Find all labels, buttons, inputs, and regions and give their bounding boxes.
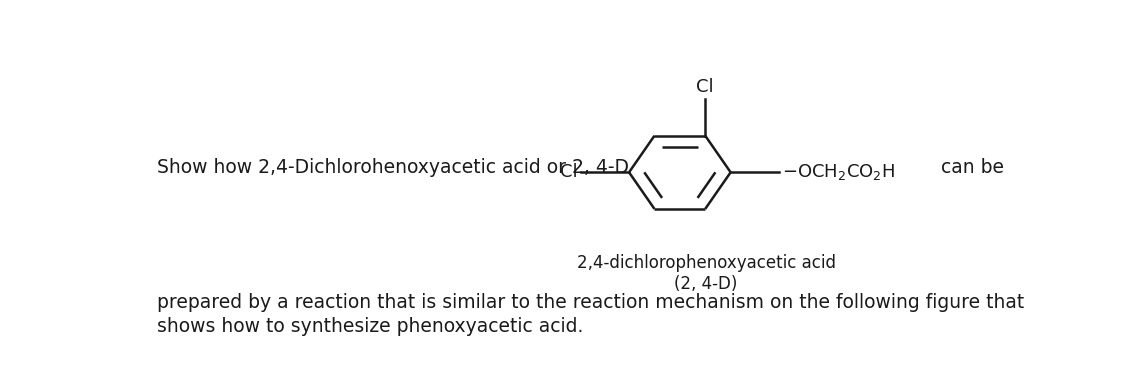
Text: (2, 4-D): (2, 4-D) — [675, 275, 738, 293]
Text: 2,4-dichlorophenoxyacetic acid: 2,4-dichlorophenoxyacetic acid — [576, 254, 835, 272]
Text: shows how to synthesize phenoxyacetic acid.: shows how to synthesize phenoxyacetic ac… — [157, 317, 583, 336]
Text: Cl: Cl — [696, 78, 714, 96]
Text: prepared by a reaction that is similar to the reaction mechanism on the followin: prepared by a reaction that is similar t… — [157, 292, 1024, 312]
Text: Cl: Cl — [559, 163, 577, 181]
Text: Show how 2,4-Dichlorohenoxyacetic acid or 2, 4-D: Show how 2,4-Dichlorohenoxyacetic acid o… — [157, 158, 629, 177]
Text: $\mathregular{-OCH_2CO_2H}$: $\mathregular{-OCH_2CO_2H}$ — [782, 162, 895, 182]
Text: can be: can be — [941, 158, 1003, 177]
